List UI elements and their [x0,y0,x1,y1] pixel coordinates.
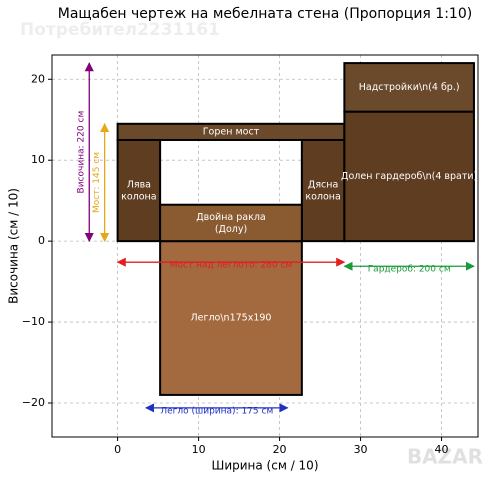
furniture-block [159,203,303,243]
furniture-block [159,240,303,396]
block-label: Двойна ракла (Долу) [196,211,266,234]
axes-frame [51,54,479,438]
block-label: Горен мост [203,126,260,137]
y-tick-label: −10 [22,315,45,328]
furniture-block [343,110,475,243]
x-tick-label: 20 [273,443,287,456]
dimension-label: Гардероб: 200 см [368,265,451,275]
y-tick-label: 20 [31,72,45,85]
x-tick-label: 10 [192,443,206,456]
y-tick-label: −20 [22,396,45,409]
dimension-label: Мост: 145 см [92,152,102,213]
dimension-label: Височина: 220 см [77,111,87,194]
block-label: Надстройки\n(4 бр.) [359,82,460,93]
block-label: Легло\n175x190 [190,313,271,324]
block-label: Долен гардероб\n(4 врати) [341,171,477,182]
y-tick-label: 10 [31,153,45,166]
furniture-block [343,62,475,113]
chart-title: Мащабен чертеж на мебелната стена (Пропо… [58,6,472,22]
y-tick-label: 0 [38,234,45,247]
y-axis-label: Височина (см / 10) [7,188,21,304]
x-tick-label: 40 [435,443,449,456]
block-label: Дясна колона [305,179,340,202]
x-tick-label: 30 [354,443,368,456]
x-tick-label: 0 [114,443,121,456]
logo: BAZAR [407,445,483,469]
block-label: Лява колона [121,179,156,202]
dimension-label: Мост над леглото: 280 см [170,261,293,271]
furniture-block [300,138,346,243]
x-axis-label: Ширина (см / 10) [211,459,318,473]
watermark: Потребител2231161 [20,20,220,40]
dimension-label: Легло (ширина): 175 см [160,406,273,416]
